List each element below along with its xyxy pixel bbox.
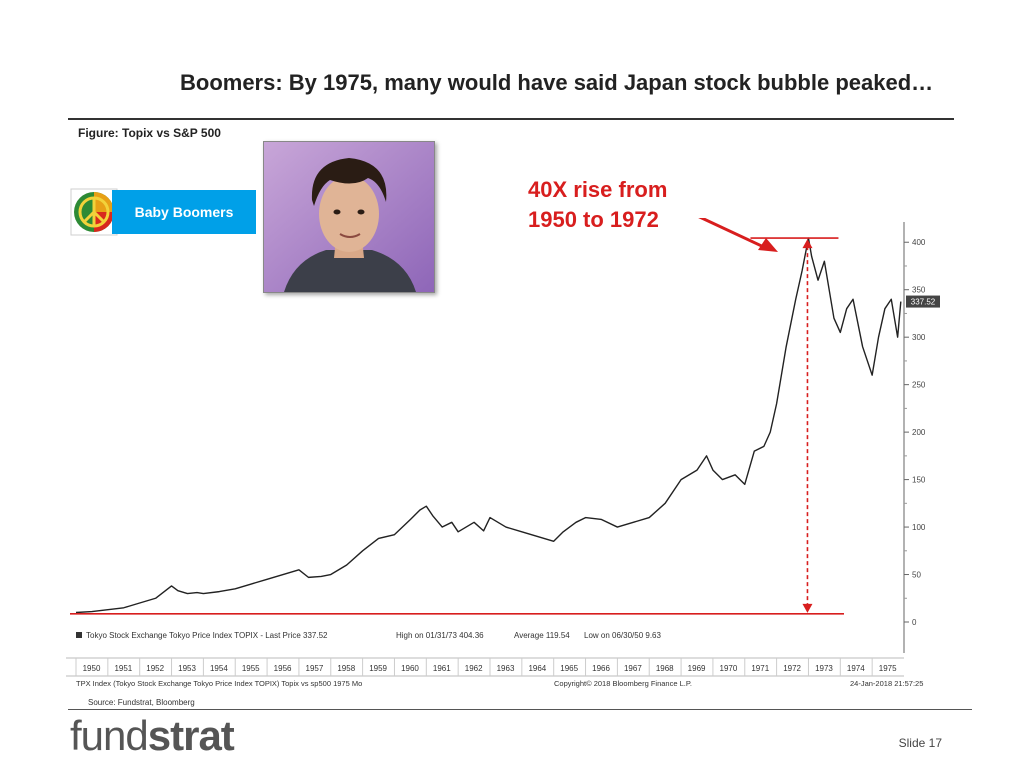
y-tick-label: 250	[912, 381, 926, 390]
slide-number: Slide 17	[898, 736, 942, 750]
y-tick-label: 300	[912, 333, 926, 342]
legend-swatch	[76, 632, 82, 638]
chart-series	[75, 237, 902, 614]
pointer-arrow-head	[758, 238, 778, 252]
x-tick-label: 1959	[369, 664, 387, 673]
x-tick-label: 1968	[656, 664, 674, 673]
y-tick-label: 350	[912, 286, 926, 295]
annotation-line-2: 1950 to 1972	[528, 207, 659, 232]
legend-series: Tokyo Stock Exchange Tokyo Price Index T…	[86, 631, 328, 640]
x-tick-label: 1954	[210, 664, 228, 673]
legend-low: Low on 06/30/50 9.63	[584, 631, 662, 640]
y-tick-label: 50	[912, 571, 921, 580]
rise-annotation: 40X rise from 1950 to 1972	[528, 175, 667, 235]
y-tick-label: 150	[912, 476, 926, 485]
legend-high: High on 01/31/73 404.36	[396, 631, 484, 640]
x-tick-label: 1953	[178, 664, 196, 673]
fundstrat-logo: fundstrat	[70, 712, 235, 760]
x-tick-label: 1957	[306, 664, 324, 673]
logo-text-light: fund	[70, 712, 149, 759]
chart-annotations: 337.52	[70, 218, 940, 615]
slide-title: Boomers: By 1975, many would have said J…	[180, 70, 934, 95]
title-divider	[68, 118, 954, 120]
portrait-photo	[263, 141, 435, 293]
rise-arrow-up	[802, 239, 813, 249]
x-tick-label: 1951	[114, 664, 132, 673]
y-tick-label: 400	[912, 238, 926, 247]
source-note: Source: Fundstrat, Bloomberg	[88, 698, 195, 707]
x-tick-label: 1961	[433, 664, 451, 673]
y-tick-label: 100	[912, 523, 926, 532]
figure-label: Figure: Topix vs S&P 500	[78, 126, 221, 140]
x-tick-label: 1969	[688, 664, 706, 673]
x-tick-label: 1967	[624, 664, 642, 673]
x-tick-label: 1958	[337, 664, 355, 673]
peace-sign-icon	[70, 188, 118, 236]
x-tick-label: 1950	[83, 664, 101, 673]
x-tick-label: 1960	[401, 664, 419, 673]
topix-chart: 0 50 100 150 200 250 300 350 400 1950 1951 1952 1953…	[66, 218, 940, 688]
badge-label: Baby Boomers	[112, 190, 256, 234]
baby-boomers-badge: Baby Boomers	[70, 188, 256, 236]
topix-series-line	[75, 237, 902, 614]
last-price-tag	[906, 295, 940, 308]
chart-footer-copyright: Copyright© 2018 Bloomberg Finance L.P.	[554, 679, 692, 688]
last-price-label: 337.52	[911, 298, 936, 307]
y-tick-label: 200	[912, 428, 926, 437]
x-tick-label: 1963	[497, 664, 515, 673]
x-tick-label: 1964	[528, 664, 546, 673]
x-tick-label: 1952	[146, 664, 164, 673]
pointer-arrow-line	[698, 218, 767, 250]
annotation-line-1: 40X rise from	[528, 177, 668, 202]
chart-axes: 0 50 100 150 200 250 300 350 400 1950 1951 1952 1953…	[66, 222, 926, 677]
x-tick-label: 1956	[274, 664, 292, 673]
y-tick-label: 0	[912, 618, 917, 627]
legend-average: Average 119.54	[514, 631, 570, 640]
x-tick-label: 1966	[592, 664, 610, 673]
x-tick-label: 1972	[783, 664, 801, 673]
x-tick-label: 1962	[465, 664, 483, 673]
x-tick-label: 1955	[242, 664, 260, 673]
chart-footer-left: TPX Index (Tokyo Stock Exchange Tokyo Pr…	[76, 679, 362, 688]
x-tick-label: 1973	[815, 664, 833, 673]
logo-text-bold: strat	[147, 712, 235, 759]
x-tick-label: 1965	[560, 664, 578, 673]
x-tick-label: 1971	[751, 664, 769, 673]
x-tick-label: 1970	[720, 664, 738, 673]
chart-footer-date: 24-Jan-2018 21:57:25	[850, 679, 923, 688]
rise-arrow-down	[802, 603, 813, 613]
x-tick-label: 1975	[879, 664, 897, 673]
chart-legend: Tokyo Stock Exchange Tokyo Price Index T…	[76, 631, 923, 688]
x-tick-label: 1974	[847, 664, 865, 673]
footer-divider	[68, 709, 972, 710]
